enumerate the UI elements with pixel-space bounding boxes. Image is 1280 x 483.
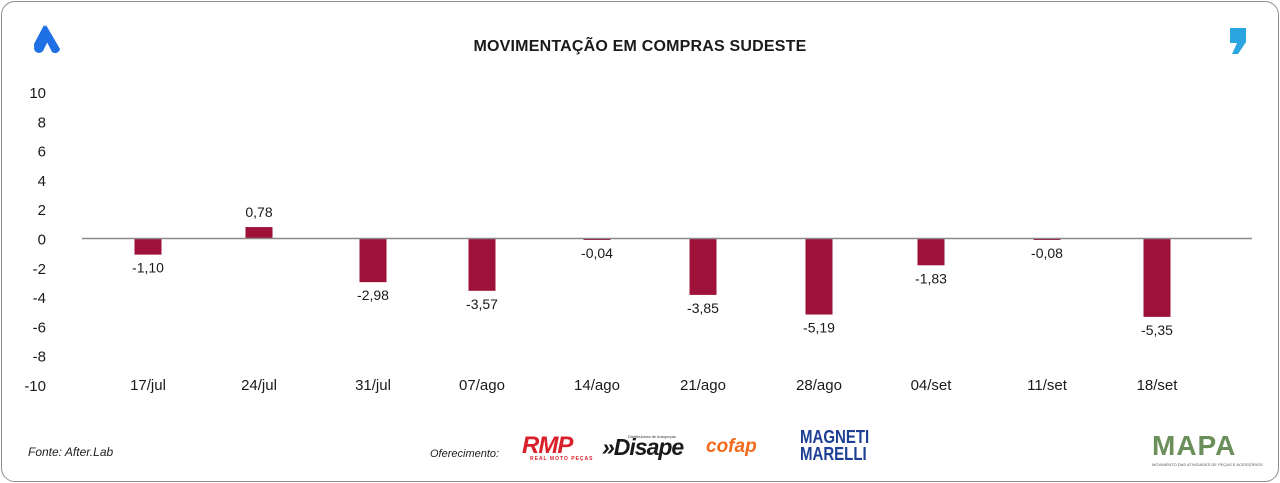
y-tick-label: 8 [38, 114, 46, 131]
bar-value-label: -5,35 [1141, 322, 1173, 338]
x-tick-label: 21/ago [680, 377, 726, 394]
bar-21-ago [689, 238, 717, 295]
rmp-logo-subtitle: REAL MOTO PEÇAS [530, 456, 594, 462]
y-tick-label: -2 [33, 261, 46, 278]
y-tick-label: -4 [33, 290, 46, 307]
bar-value-label: -5,19 [803, 320, 835, 336]
quote-logo-icon [1230, 28, 1246, 54]
bar-value-label: -3,57 [466, 296, 498, 312]
y-tick-label: -8 [33, 349, 46, 366]
bar-value-label: -1,10 [132, 260, 164, 276]
mapa-logo-subtitle: MOVIMENTO DAS ATIVIDADES DE PEÇAS E ACES… [1152, 462, 1263, 467]
y-tick-label: 0 [38, 232, 46, 249]
bar-value-label: -3,85 [687, 300, 719, 316]
x-tick-label: 14/ago [574, 377, 620, 394]
bar-24-jul [245, 227, 273, 239]
rmp-logo: RMP [522, 432, 573, 459]
bar-value-label: 0,78 [245, 204, 272, 220]
x-tick-label: 24/jul [241, 377, 277, 394]
cofap-logo: cofap [706, 436, 757, 457]
y-tick-label: 4 [38, 173, 46, 190]
bar-28-ago [805, 238, 833, 315]
bar-value-label: -2,98 [357, 287, 389, 303]
x-axis-labels: 17/jul 24/jul 31/jul 07/ago 14/ago 21/ago 28/a… [130, 377, 1178, 394]
y-axis-ticks: 10 8 6 4 2 0 -2 -4 -6 -8 -10 [24, 85, 46, 395]
y-tick-label: 6 [38, 144, 46, 161]
chart-title: MOVIMENTAÇÃO EM COMPRAS SUDESTE [473, 38, 807, 55]
bar-value-label: -0,08 [1031, 245, 1063, 261]
bar-04-set [917, 238, 945, 266]
sponsor-label: Oferecimento: [430, 448, 500, 460]
mapa-logo: MAPA [1152, 430, 1237, 461]
value-labels-group: -1,10 0,78 -2,98 -3,57 -0,04 -3,85 -5,19 -1,83 -… [132, 204, 1173, 338]
x-tick-label: 04/set [911, 377, 953, 394]
bar-value-label: -0,04 [581, 245, 613, 261]
x-tick-label: 07/ago [459, 377, 505, 394]
x-tick-label: 31/jul [355, 377, 391, 394]
x-tick-label: 18/set [1137, 377, 1179, 394]
bar-17-jul [134, 238, 162, 255]
bar-value-label: -1,83 [915, 270, 947, 286]
x-tick-label: 11/set [1027, 377, 1068, 394]
magneti-marelli-logo: MAGNETI MARELLI [800, 427, 870, 465]
y-tick-label: -6 [33, 319, 46, 336]
y-tick-label: -10 [24, 378, 46, 395]
bar-18-set [1143, 238, 1171, 317]
y-tick-label: 10 [29, 85, 46, 102]
source-note: Fonte: After.Lab [28, 445, 114, 459]
bar-31-jul [359, 238, 387, 283]
y-tick-label: 2 [38, 202, 46, 219]
bars-group [134, 227, 1171, 317]
after-logo-icon [33, 25, 60, 54]
x-tick-label: 28/ago [796, 377, 842, 394]
disape-logo: »Disape [602, 434, 684, 460]
x-tick-label: 17/jul [130, 377, 166, 394]
disape-logo-subtitle: Distribuidora de Autopeças [628, 434, 676, 439]
bar-07-ago [468, 238, 496, 291]
